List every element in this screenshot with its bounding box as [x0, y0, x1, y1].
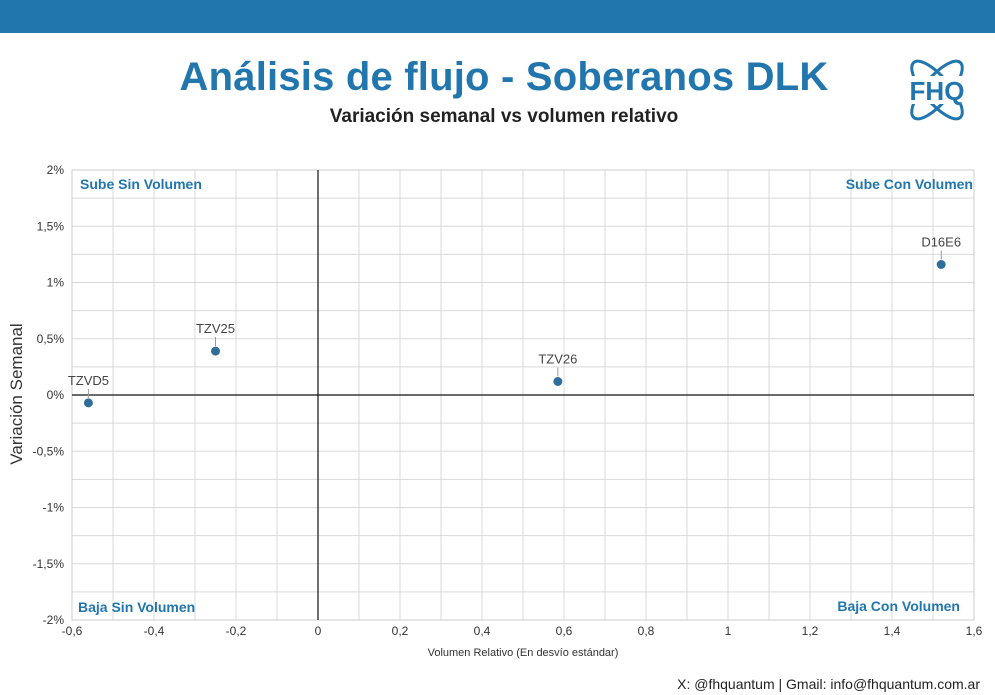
- x-tick-label: 0,2: [392, 624, 409, 638]
- y-tick-label: -1%: [43, 501, 65, 515]
- y-axis-title: Variación Semanal: [7, 323, 26, 464]
- footer-contact: X: @fhquantum | Gmail: info@fhquantum.co…: [677, 676, 980, 692]
- y-tick-label: -0,5%: [33, 444, 65, 458]
- quadrant-label-bottom-left: Baja Sin Volumen: [78, 599, 195, 615]
- x-tick-label: 1,2: [802, 624, 819, 638]
- data-point: [211, 346, 220, 356]
- y-tick-label: 0%: [47, 388, 65, 402]
- data-points: TZVD5 TZV25 TZV26 D16E6: [68, 235, 961, 408]
- tick-labels: -0,6 -0,4 -0,2 0 0,2 0,4 0,6 0,8 1 1,2 1,4 1,6 2% 1,5…: [33, 163, 983, 638]
- quadrant-label-bottom-right: Baja Con Volumen: [837, 598, 960, 614]
- x-tick-label: 0: [315, 624, 322, 638]
- x-tick-label: -0,6: [62, 624, 83, 638]
- x-tick-label: 0,8: [638, 624, 655, 638]
- data-point-label: TZV26: [538, 352, 577, 367]
- y-tick-label: 2%: [47, 163, 65, 177]
- x-tick-label: 1,4: [884, 624, 901, 638]
- y-tick-label: 0,5%: [37, 332, 65, 346]
- logo-text: FHQ: [910, 76, 965, 106]
- x-tick-label: -0,4: [144, 624, 165, 638]
- data-point-label: TZV25: [196, 321, 235, 336]
- x-tick-label: -0,2: [226, 624, 247, 638]
- data-point-label: D16E6: [921, 235, 961, 250]
- data-point: [553, 377, 563, 386]
- quadrant-label-top-right: Sube Con Volumen: [846, 176, 973, 192]
- y-tick-label: -2%: [43, 613, 65, 627]
- zero-axes: [72, 170, 974, 620]
- x-tick-label: 0,4: [474, 624, 491, 638]
- page-subtitle: Variación semanal vs volumen relativo: [329, 106, 679, 127]
- y-tick-label: -1,5%: [33, 557, 65, 571]
- x-tick-label: 0,6: [556, 624, 573, 638]
- x-tick-label: 1: [725, 624, 732, 638]
- y-tick-label: 1%: [47, 276, 65, 290]
- atom-logo-icon: FHQ: [897, 48, 977, 132]
- quadrant-label-top-left: Sube Sin Volumen: [80, 176, 202, 192]
- top-banner: [0, 0, 995, 33]
- x-axis-title: Volumen Relativo (En desvío estándar): [428, 647, 619, 659]
- page-title: Análisis de flujo - Soberanos DLK: [179, 55, 829, 99]
- x-tick-label: 1,6: [966, 624, 983, 638]
- data-point: [936, 260, 946, 269]
- data-point: [83, 398, 93, 408]
- y-tick-label: 1,5%: [37, 219, 65, 233]
- data-point-label: TZVD5: [68, 373, 109, 388]
